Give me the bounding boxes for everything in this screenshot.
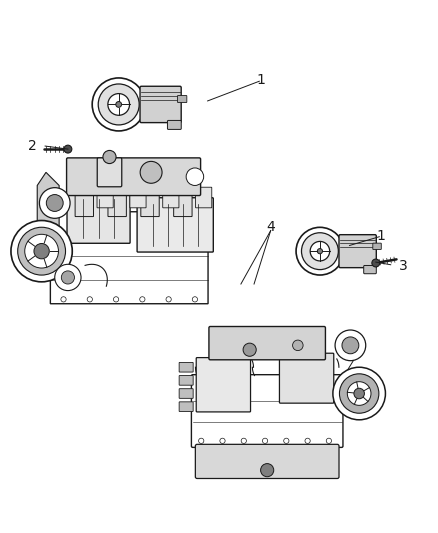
FancyBboxPatch shape xyxy=(108,191,126,216)
Circle shape xyxy=(87,297,92,302)
Circle shape xyxy=(261,464,274,477)
Circle shape xyxy=(220,438,225,443)
Circle shape xyxy=(55,264,81,290)
FancyBboxPatch shape xyxy=(97,158,122,187)
FancyBboxPatch shape xyxy=(177,95,187,102)
FancyBboxPatch shape xyxy=(130,187,146,208)
Text: 2: 2 xyxy=(28,139,37,153)
FancyBboxPatch shape xyxy=(195,187,212,208)
Circle shape xyxy=(284,438,289,443)
FancyBboxPatch shape xyxy=(67,158,201,196)
Circle shape xyxy=(342,337,359,354)
Circle shape xyxy=(103,150,116,164)
Circle shape xyxy=(140,297,145,302)
Circle shape xyxy=(92,78,145,131)
Circle shape xyxy=(186,168,204,185)
FancyBboxPatch shape xyxy=(179,402,193,411)
FancyBboxPatch shape xyxy=(195,445,339,479)
Circle shape xyxy=(243,343,256,356)
Circle shape xyxy=(39,188,70,219)
Text: 4: 4 xyxy=(266,220,275,234)
Circle shape xyxy=(108,94,130,115)
Circle shape xyxy=(310,241,330,261)
Circle shape xyxy=(113,297,119,302)
Circle shape xyxy=(262,438,268,443)
FancyBboxPatch shape xyxy=(279,353,334,403)
Circle shape xyxy=(354,388,364,399)
FancyBboxPatch shape xyxy=(137,198,213,252)
Polygon shape xyxy=(37,172,59,229)
FancyBboxPatch shape xyxy=(364,265,376,274)
FancyBboxPatch shape xyxy=(75,191,93,216)
Circle shape xyxy=(301,233,338,270)
Circle shape xyxy=(140,161,162,183)
Circle shape xyxy=(333,367,385,420)
FancyBboxPatch shape xyxy=(209,327,325,360)
Circle shape xyxy=(18,227,66,275)
Circle shape xyxy=(339,374,379,413)
Circle shape xyxy=(46,195,63,212)
FancyBboxPatch shape xyxy=(179,389,193,398)
Circle shape xyxy=(166,297,171,302)
FancyBboxPatch shape xyxy=(162,187,179,208)
FancyBboxPatch shape xyxy=(191,375,343,447)
FancyBboxPatch shape xyxy=(196,358,251,412)
Circle shape xyxy=(326,438,332,443)
Circle shape xyxy=(317,248,322,254)
Circle shape xyxy=(293,340,303,351)
FancyBboxPatch shape xyxy=(179,362,193,372)
FancyBboxPatch shape xyxy=(373,243,381,249)
FancyBboxPatch shape xyxy=(97,187,113,208)
Circle shape xyxy=(61,297,66,302)
Circle shape xyxy=(116,102,122,107)
Circle shape xyxy=(241,438,247,443)
Text: 1: 1 xyxy=(256,74,265,87)
FancyBboxPatch shape xyxy=(141,191,159,216)
Circle shape xyxy=(192,297,198,302)
Circle shape xyxy=(61,271,74,284)
FancyBboxPatch shape xyxy=(179,376,193,385)
FancyBboxPatch shape xyxy=(67,193,130,243)
FancyBboxPatch shape xyxy=(173,191,192,216)
Circle shape xyxy=(98,84,139,125)
Circle shape xyxy=(296,227,344,275)
Polygon shape xyxy=(50,212,208,304)
Circle shape xyxy=(34,244,49,259)
FancyBboxPatch shape xyxy=(167,120,181,130)
Circle shape xyxy=(305,438,310,443)
FancyBboxPatch shape xyxy=(339,235,376,268)
FancyBboxPatch shape xyxy=(140,86,181,123)
Circle shape xyxy=(372,259,380,267)
Circle shape xyxy=(198,438,204,443)
Circle shape xyxy=(11,221,72,282)
Circle shape xyxy=(64,145,72,153)
Circle shape xyxy=(335,330,366,361)
Circle shape xyxy=(347,382,371,405)
Text: 1: 1 xyxy=(377,229,385,243)
Circle shape xyxy=(25,235,58,268)
Text: 3: 3 xyxy=(399,260,407,273)
